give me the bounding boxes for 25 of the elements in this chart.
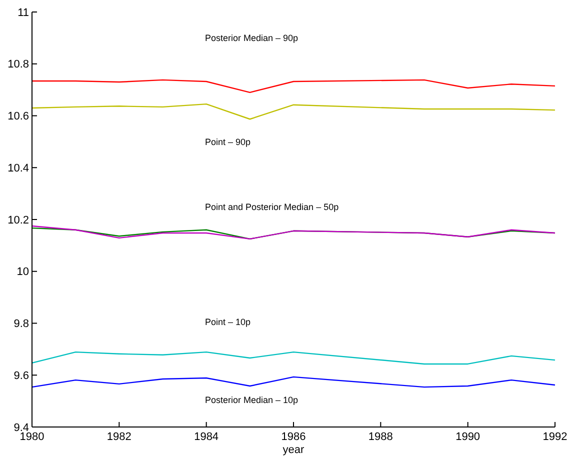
- x-tick-label: 1992: [542, 431, 568, 443]
- x-tick-label: 1984: [194, 431, 219, 443]
- x-axis-title: year: [282, 444, 305, 456]
- x-tick-label: 1980: [20, 431, 44, 443]
- annotation: Point – 10p: [205, 317, 251, 328]
- line-series: [31, 103, 556, 120]
- y-tick-label: 10.8: [8, 58, 29, 71]
- line-series: [31, 79, 556, 94]
- y-tick-label: 11: [18, 6, 29, 19]
- y-tick-label: 9.8: [14, 318, 29, 330]
- y-tick-label: 10.6: [8, 110, 29, 123]
- annotation: Point and Posterior Median – 50p: [205, 202, 339, 212]
- y-tick-label: 10: [16, 266, 29, 278]
- annotation: Posterior Median – 10p: [205, 395, 298, 406]
- y-tick-label: 9.6: [14, 370, 29, 382]
- line-series: [31, 376, 556, 388]
- line-series: [31, 351, 556, 365]
- x-tick-label: 1986: [281, 431, 306, 443]
- annotation: Posterior Median – 90p: [205, 33, 298, 44]
- x-tick-label: 1988: [368, 431, 393, 443]
- y-tick-label: 10.2: [8, 214, 29, 226]
- y-tick-label: 10.4: [8, 162, 29, 174]
- x-tick-label: 1982: [106, 431, 132, 443]
- annotation: Point – 90p: [205, 137, 251, 148]
- x-tick-label: 1990: [456, 431, 480, 443]
